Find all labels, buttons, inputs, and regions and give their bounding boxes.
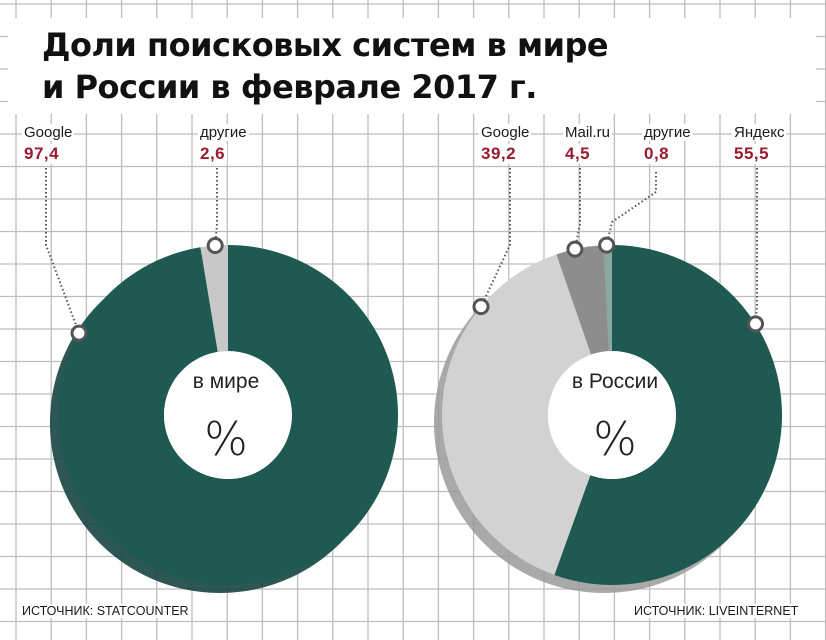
donut-charts xyxy=(49,245,783,594)
world-slice-others xyxy=(200,245,228,352)
leader-marker xyxy=(747,315,765,333)
russia-google-name: Google xyxy=(479,124,532,141)
russia-slice-others xyxy=(603,245,612,352)
leader-line xyxy=(214,168,218,246)
russia-yandex-value: 55,5 xyxy=(732,144,772,164)
leader-marker xyxy=(70,324,88,342)
leader-marker xyxy=(598,236,616,254)
leader-line xyxy=(573,168,581,250)
russia-mailru-name: Mail.ru xyxy=(563,124,613,141)
russia-source: ИСТОЧНИК: LIVEINTERNET xyxy=(632,604,801,618)
russia-donut-hole xyxy=(548,351,676,479)
russia-yandex-name: Яндекс xyxy=(732,124,787,141)
russia-center-unit: % xyxy=(593,412,637,466)
leader-marker xyxy=(566,240,584,258)
leader-line xyxy=(754,168,758,324)
russia-slice-mailru xyxy=(556,245,609,355)
world-google-name: Google xyxy=(22,124,75,141)
chart-title-line-1: Доли поисковых систем в мире xyxy=(42,26,609,64)
world-others-value: 2,6 xyxy=(198,144,228,164)
russia-slice-yandex xyxy=(554,245,783,585)
russia-others-value: 0,8 xyxy=(642,144,672,164)
title-box: Доли поисковых систем в мире и России в … xyxy=(8,18,816,114)
world-google-value: 97,4 xyxy=(22,144,62,164)
world-center-label: в мире xyxy=(192,370,260,393)
leader-marker xyxy=(206,236,224,254)
leader-line xyxy=(45,168,80,334)
world-donut-hole xyxy=(164,351,292,479)
leader-marker xyxy=(472,298,490,316)
russia-google-value: 39,2 xyxy=(479,144,519,164)
russia-mailru-value: 4,5 xyxy=(563,144,593,164)
leader-line xyxy=(480,168,511,308)
world-center-unit: % xyxy=(204,412,248,466)
russia-slice-google xyxy=(442,254,592,575)
world-slice-google xyxy=(57,245,398,586)
world-others-name: другие xyxy=(198,124,249,141)
world-source: ИСТОЧНИК: STATCOUNTER xyxy=(20,604,191,618)
leader-lines xyxy=(45,168,765,342)
russia-center-label: в России xyxy=(571,370,659,393)
leader-line xyxy=(605,172,657,246)
chart-title-line-2: и России в феврале 2017 г. xyxy=(42,68,537,106)
russia-others-name: другие xyxy=(642,124,693,141)
